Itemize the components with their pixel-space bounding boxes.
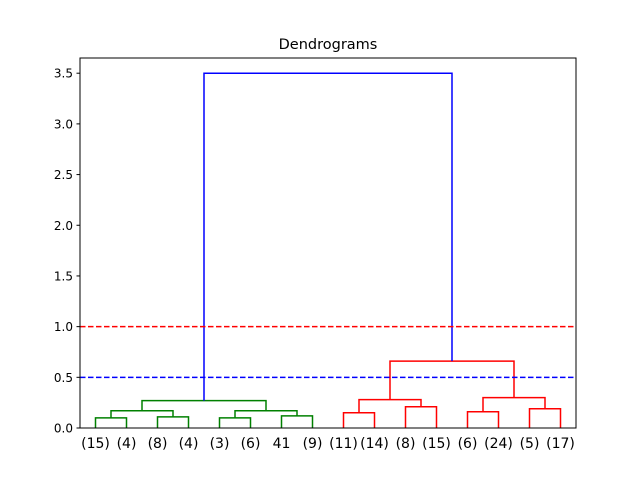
dendrogram-link (389, 360, 515, 400)
leaf-label: (11) (329, 436, 358, 452)
dendrogram-link (203, 72, 453, 401)
y-tick-label: 2.5 (54, 168, 73, 182)
y-tick-label: 0.0 (54, 422, 73, 436)
dendrogram-link (218, 417, 252, 428)
leaf-label: 41 (273, 436, 291, 452)
y-tick-label: 0.5 (54, 371, 73, 385)
reference-lines (80, 325, 576, 379)
dendrogram-link (466, 411, 500, 428)
leaf-label: (15) (422, 436, 451, 452)
leaf-label: (8) (396, 436, 416, 452)
leaf-label: (5) (520, 436, 540, 452)
dendrogram-link (404, 405, 438, 428)
leaf-label: (8) (148, 436, 168, 452)
leaf-label: (17) (546, 436, 575, 452)
dendrogram-link (156, 416, 190, 428)
leaf-label: (15) (81, 436, 110, 452)
leaf-label: (4) (179, 436, 199, 452)
y-tick-label: 2.0 (54, 219, 73, 233)
leaf-labels: (15) (4) (8) (4) (3) (6) 41 (9) (11) (14) (8) (15) (… (81, 436, 575, 452)
dendrogram-link (280, 415, 314, 428)
dendrogram-link (234, 410, 298, 418)
y-tick-label: 1.0 (54, 320, 73, 334)
leaf-label: (24) (484, 436, 513, 452)
plot-frame (79, 57, 577, 429)
dendrogram-link (141, 399, 267, 411)
leaf-label: (6) (241, 436, 261, 452)
leaf-label: (3) (210, 436, 230, 452)
leaf-label: (14) (360, 436, 389, 452)
leaf-label: (4) (117, 436, 137, 452)
dendrogram-links (94, 72, 562, 428)
y-tick-label: 3.5 (54, 67, 73, 81)
dendrogram-link (342, 412, 376, 428)
y-tick-label: 3.0 (54, 117, 73, 131)
dendrogram-link (528, 407, 562, 428)
leaf-label: (9) (303, 436, 323, 452)
dendrogram-link (482, 396, 546, 412)
y-axis: 0.0 0.5 1.0 1.5 2.0 2.5 3.0 3.5 (54, 67, 80, 436)
dendrogram-link (94, 417, 128, 428)
leaf-label: (6) (458, 436, 478, 452)
chart-title: Dendrograms (279, 37, 378, 53)
y-tick-label: 1.5 (54, 269, 73, 283)
